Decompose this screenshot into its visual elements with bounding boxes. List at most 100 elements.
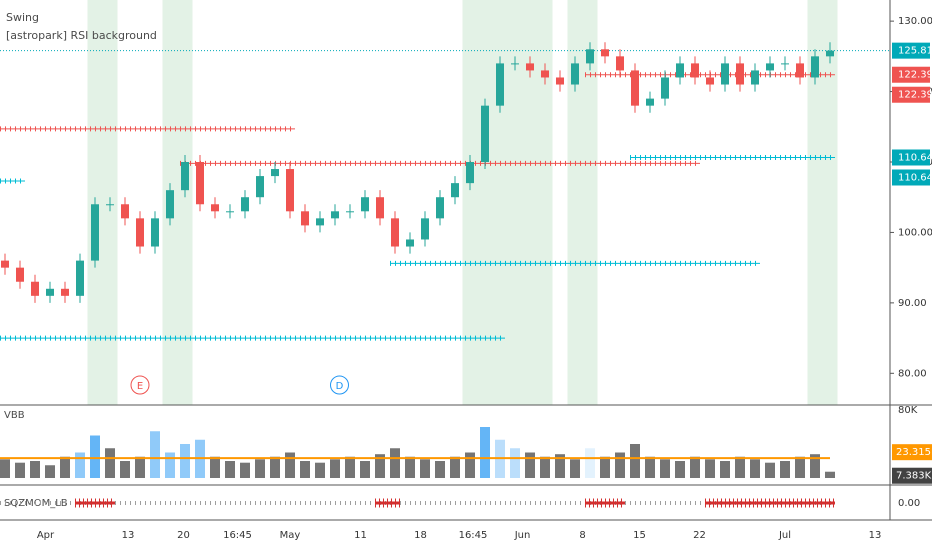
- volume-bar: [0, 459, 10, 478]
- candle-body: [76, 260, 84, 296]
- x-tick-label: 13: [122, 530, 135, 541]
- price-badge: [892, 86, 930, 103]
- volume-bar: [15, 462, 25, 478]
- candle-body: [196, 162, 204, 205]
- price-badge-label: 122.39: [898, 90, 932, 101]
- y-tick-label: 100.00: [898, 227, 932, 238]
- price-badge: [892, 169, 930, 186]
- candle-body: [406, 239, 414, 247]
- volume-tick-label: 80K: [898, 405, 918, 416]
- x-tick-label: 18: [414, 530, 427, 541]
- volume-bar: [45, 465, 55, 478]
- candle-body: [511, 63, 519, 65]
- x-tick-label: 11: [354, 530, 367, 541]
- candle-body: [271, 169, 279, 177]
- candle-body: [421, 218, 429, 240]
- volume-bar: [540, 456, 550, 478]
- volume-bar: [780, 461, 790, 478]
- candle-body: [361, 197, 369, 212]
- y-tick-label: 80.00: [898, 368, 927, 379]
- volume-bar: [450, 456, 460, 478]
- volume-bar: [750, 459, 760, 478]
- candle-body: [136, 218, 144, 247]
- candle-body: [316, 218, 324, 226]
- volume-bar: [585, 448, 595, 478]
- y-tick-label: 130.00: [898, 16, 932, 27]
- volume-badge-label: 7.383K: [896, 471, 932, 482]
- volume-bar: [150, 431, 160, 478]
- volume-bar: [30, 461, 40, 478]
- candle-body: [286, 169, 294, 212]
- candle-body: [256, 176, 264, 198]
- x-tick-label: 13: [869, 530, 882, 541]
- volume-bar: [555, 454, 565, 478]
- volume-bar: [570, 459, 580, 478]
- volume-bar: [405, 456, 415, 478]
- x-tick-label: 22: [693, 530, 706, 541]
- volume-badge-label: 23.315K: [896, 447, 932, 458]
- volume-bar: [300, 461, 310, 478]
- volume-bar: [600, 456, 610, 478]
- price-badge: [892, 149, 930, 166]
- candle-body: [1, 260, 9, 268]
- x-tick-label: Jul: [778, 530, 791, 541]
- candle-body: [106, 204, 114, 206]
- volume-bar: [255, 459, 265, 478]
- volume-bar: [270, 456, 280, 478]
- x-tick-label: 16:45: [223, 530, 252, 541]
- price-badge-label: 110.64: [898, 152, 932, 163]
- candle-body: [211, 204, 219, 212]
- price-badge-label: 122.39: [898, 70, 932, 81]
- volume-bar: [360, 461, 370, 478]
- momentum-tick-label: 0.00: [898, 498, 920, 509]
- volume-bar: [435, 461, 445, 478]
- candle-body: [751, 70, 759, 85]
- volume-bar: [825, 471, 835, 478]
- x-tick-label: 20: [177, 530, 190, 541]
- candle-body: [586, 49, 594, 64]
- event-marker: [330, 375, 349, 395]
- volume-bar: [795, 456, 805, 478]
- volume-bar: [525, 452, 535, 478]
- candle-body: [616, 56, 624, 71]
- candle-body: [766, 63, 774, 71]
- x-tick-label: Apr: [37, 530, 55, 541]
- x-tick-label: 16:45: [459, 530, 488, 541]
- event-label: D: [336, 381, 344, 392]
- candle-body: [661, 77, 669, 99]
- volume-bar: [390, 448, 400, 478]
- candle-body: [556, 77, 564, 85]
- x-tick-label: 8: [579, 530, 585, 541]
- volume-bar: [690, 456, 700, 478]
- candle-body: [226, 211, 234, 213]
- candle-body: [811, 56, 819, 78]
- candle-body: [451, 183, 459, 198]
- candle-body: [436, 197, 444, 219]
- candle-body: [601, 49, 609, 57]
- volume-badge: [892, 467, 932, 484]
- subtitle: [astropark] RSI background: [6, 29, 157, 42]
- volume-bar: [675, 461, 685, 478]
- candle-body: [481, 105, 489, 162]
- candle-body: [121, 204, 129, 219]
- volume-badge: [892, 444, 932, 461]
- volume-bar: [375, 454, 385, 478]
- candle-body: [646, 98, 654, 106]
- volume-bar: [735, 456, 745, 478]
- volume-name: VBB: [4, 410, 25, 421]
- candle-body: [631, 70, 639, 106]
- candle-body: [571, 63, 579, 85]
- candle-body: [826, 50, 834, 57]
- candle-body: [466, 162, 474, 184]
- rsi-band: [462, 0, 523, 405]
- volume-bar: [240, 462, 250, 478]
- candle-body: [331, 211, 339, 219]
- volume-bar: [465, 452, 475, 478]
- volume-bar: [510, 448, 520, 478]
- candle-body: [781, 63, 789, 65]
- x-tick-label: 15: [633, 530, 646, 541]
- volume-bar: [120, 461, 130, 478]
- volume-bar: [420, 459, 430, 478]
- price-badge-label: 125.81: [898, 46, 932, 57]
